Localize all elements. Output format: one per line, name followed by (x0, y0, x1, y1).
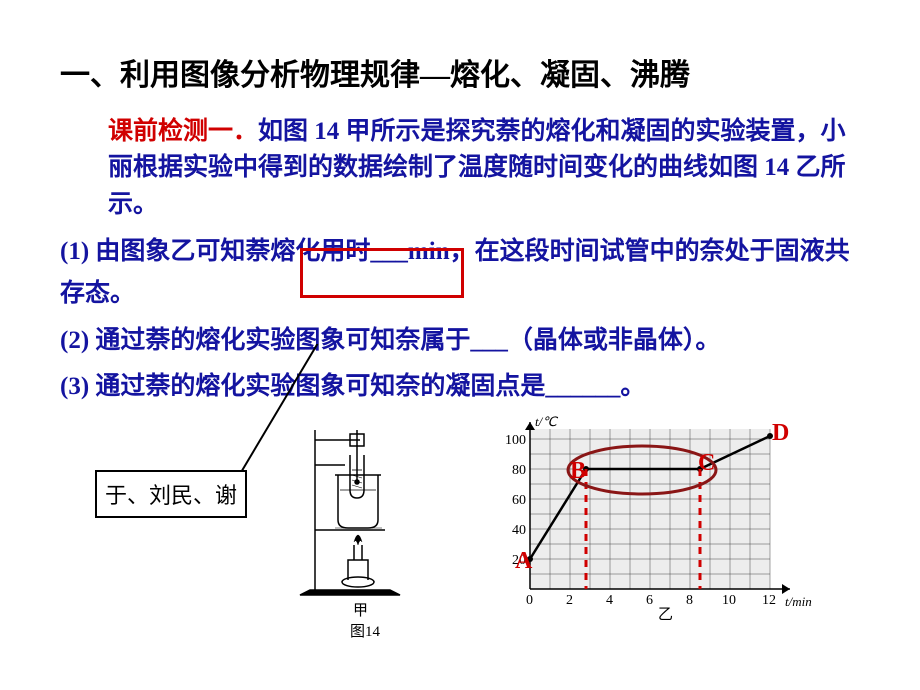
callout-names: 于、刘民、谢 (95, 470, 247, 518)
chart-label: 乙 (658, 607, 673, 623)
question-1: (1) 由图象乙可知萘熔化用时___min，在这段时间试管中的奈处于固液共存态。 (60, 231, 860, 316)
x-axis-label: t/min (785, 594, 812, 609)
svg-text:2: 2 (566, 593, 573, 608)
q2-text-b: （晶体或非晶体）。 (508, 327, 721, 354)
q3-label: (3) (60, 373, 95, 400)
q3-text-a: 通过萘的熔化实验图象可知奈的凝固点是 (95, 373, 545, 400)
svg-text:40: 40 (512, 523, 526, 538)
figure-container: 甲 (290, 420, 850, 650)
q1-blank: ___ (370, 238, 408, 265)
y-axis-label: t/℃ (535, 414, 558, 429)
apparatus-figure: 甲 (290, 420, 440, 620)
figure-caption: 图14 (350, 620, 380, 641)
q2-text-a: 通过萘的熔化实验图象可知奈属于 (95, 327, 470, 354)
svg-text:8: 8 (686, 593, 693, 608)
intro-prefix: 课前检测一． (108, 118, 258, 145)
chart-figure: 20 40 60 80 100 0 2 4 6 8 10 12 t/℃ t/mi… (490, 414, 820, 624)
svg-text:100: 100 (505, 433, 526, 448)
q1-min: min (408, 238, 450, 265)
q2-label: (2) (60, 327, 95, 354)
point-d-label: D (772, 420, 789, 447)
point-c-label: C (698, 450, 715, 477)
svg-text:4: 4 (606, 593, 613, 608)
svg-text:0: 0 (526, 593, 533, 608)
svg-text:6: 6 (646, 593, 653, 608)
svg-text:10: 10 (722, 593, 736, 608)
intro-paragraph: 课前检测一．如图 14 甲所示是探究萘的熔化和凝固的实验装置，小丽根据实验中得到… (108, 114, 860, 223)
apparatus-label: 甲 (353, 603, 368, 619)
question-3: (3) 通过萘的熔化实验图象可知奈的凝固点是______。 (60, 366, 860, 409)
point-b-label: B (570, 458, 586, 485)
q1-text-a: 由图象乙可知萘熔化用时 (95, 238, 370, 265)
q3-blank: ______ (545, 373, 620, 400)
q1-label: (1) (60, 238, 95, 265)
svg-text:12: 12 (762, 593, 776, 608)
svg-text:60: 60 (512, 493, 526, 508)
page-title: 一、利用图像分析物理规律—熔化、凝固、沸腾 (60, 50, 860, 94)
q2-blank: ___ (470, 327, 508, 354)
point-a-label: A (515, 548, 532, 575)
q3-text-b: 。 (620, 373, 645, 400)
svg-text:80: 80 (512, 463, 526, 478)
question-2: (2) 通过萘的熔化实验图象可知奈属于___（晶体或非晶体）。 (60, 320, 860, 363)
